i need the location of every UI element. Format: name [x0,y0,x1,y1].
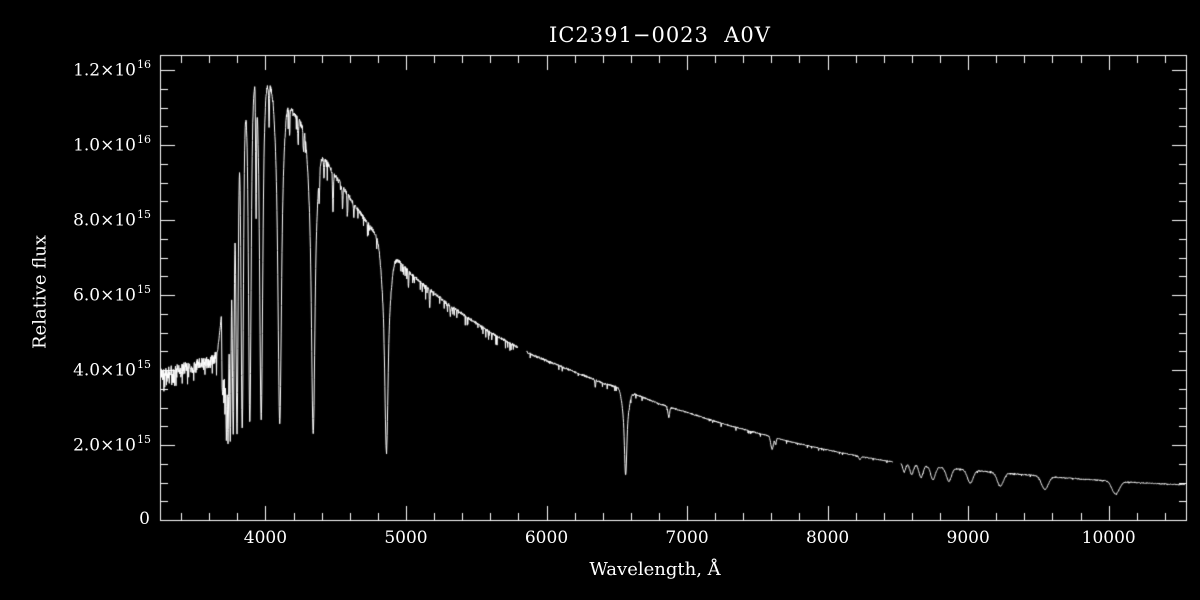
plot-title: IC2391−0023 A0V [549,23,771,47]
x-axis-label: Wavelength, Å [589,559,721,580]
y-axis-label: Relative flux [29,235,51,349]
